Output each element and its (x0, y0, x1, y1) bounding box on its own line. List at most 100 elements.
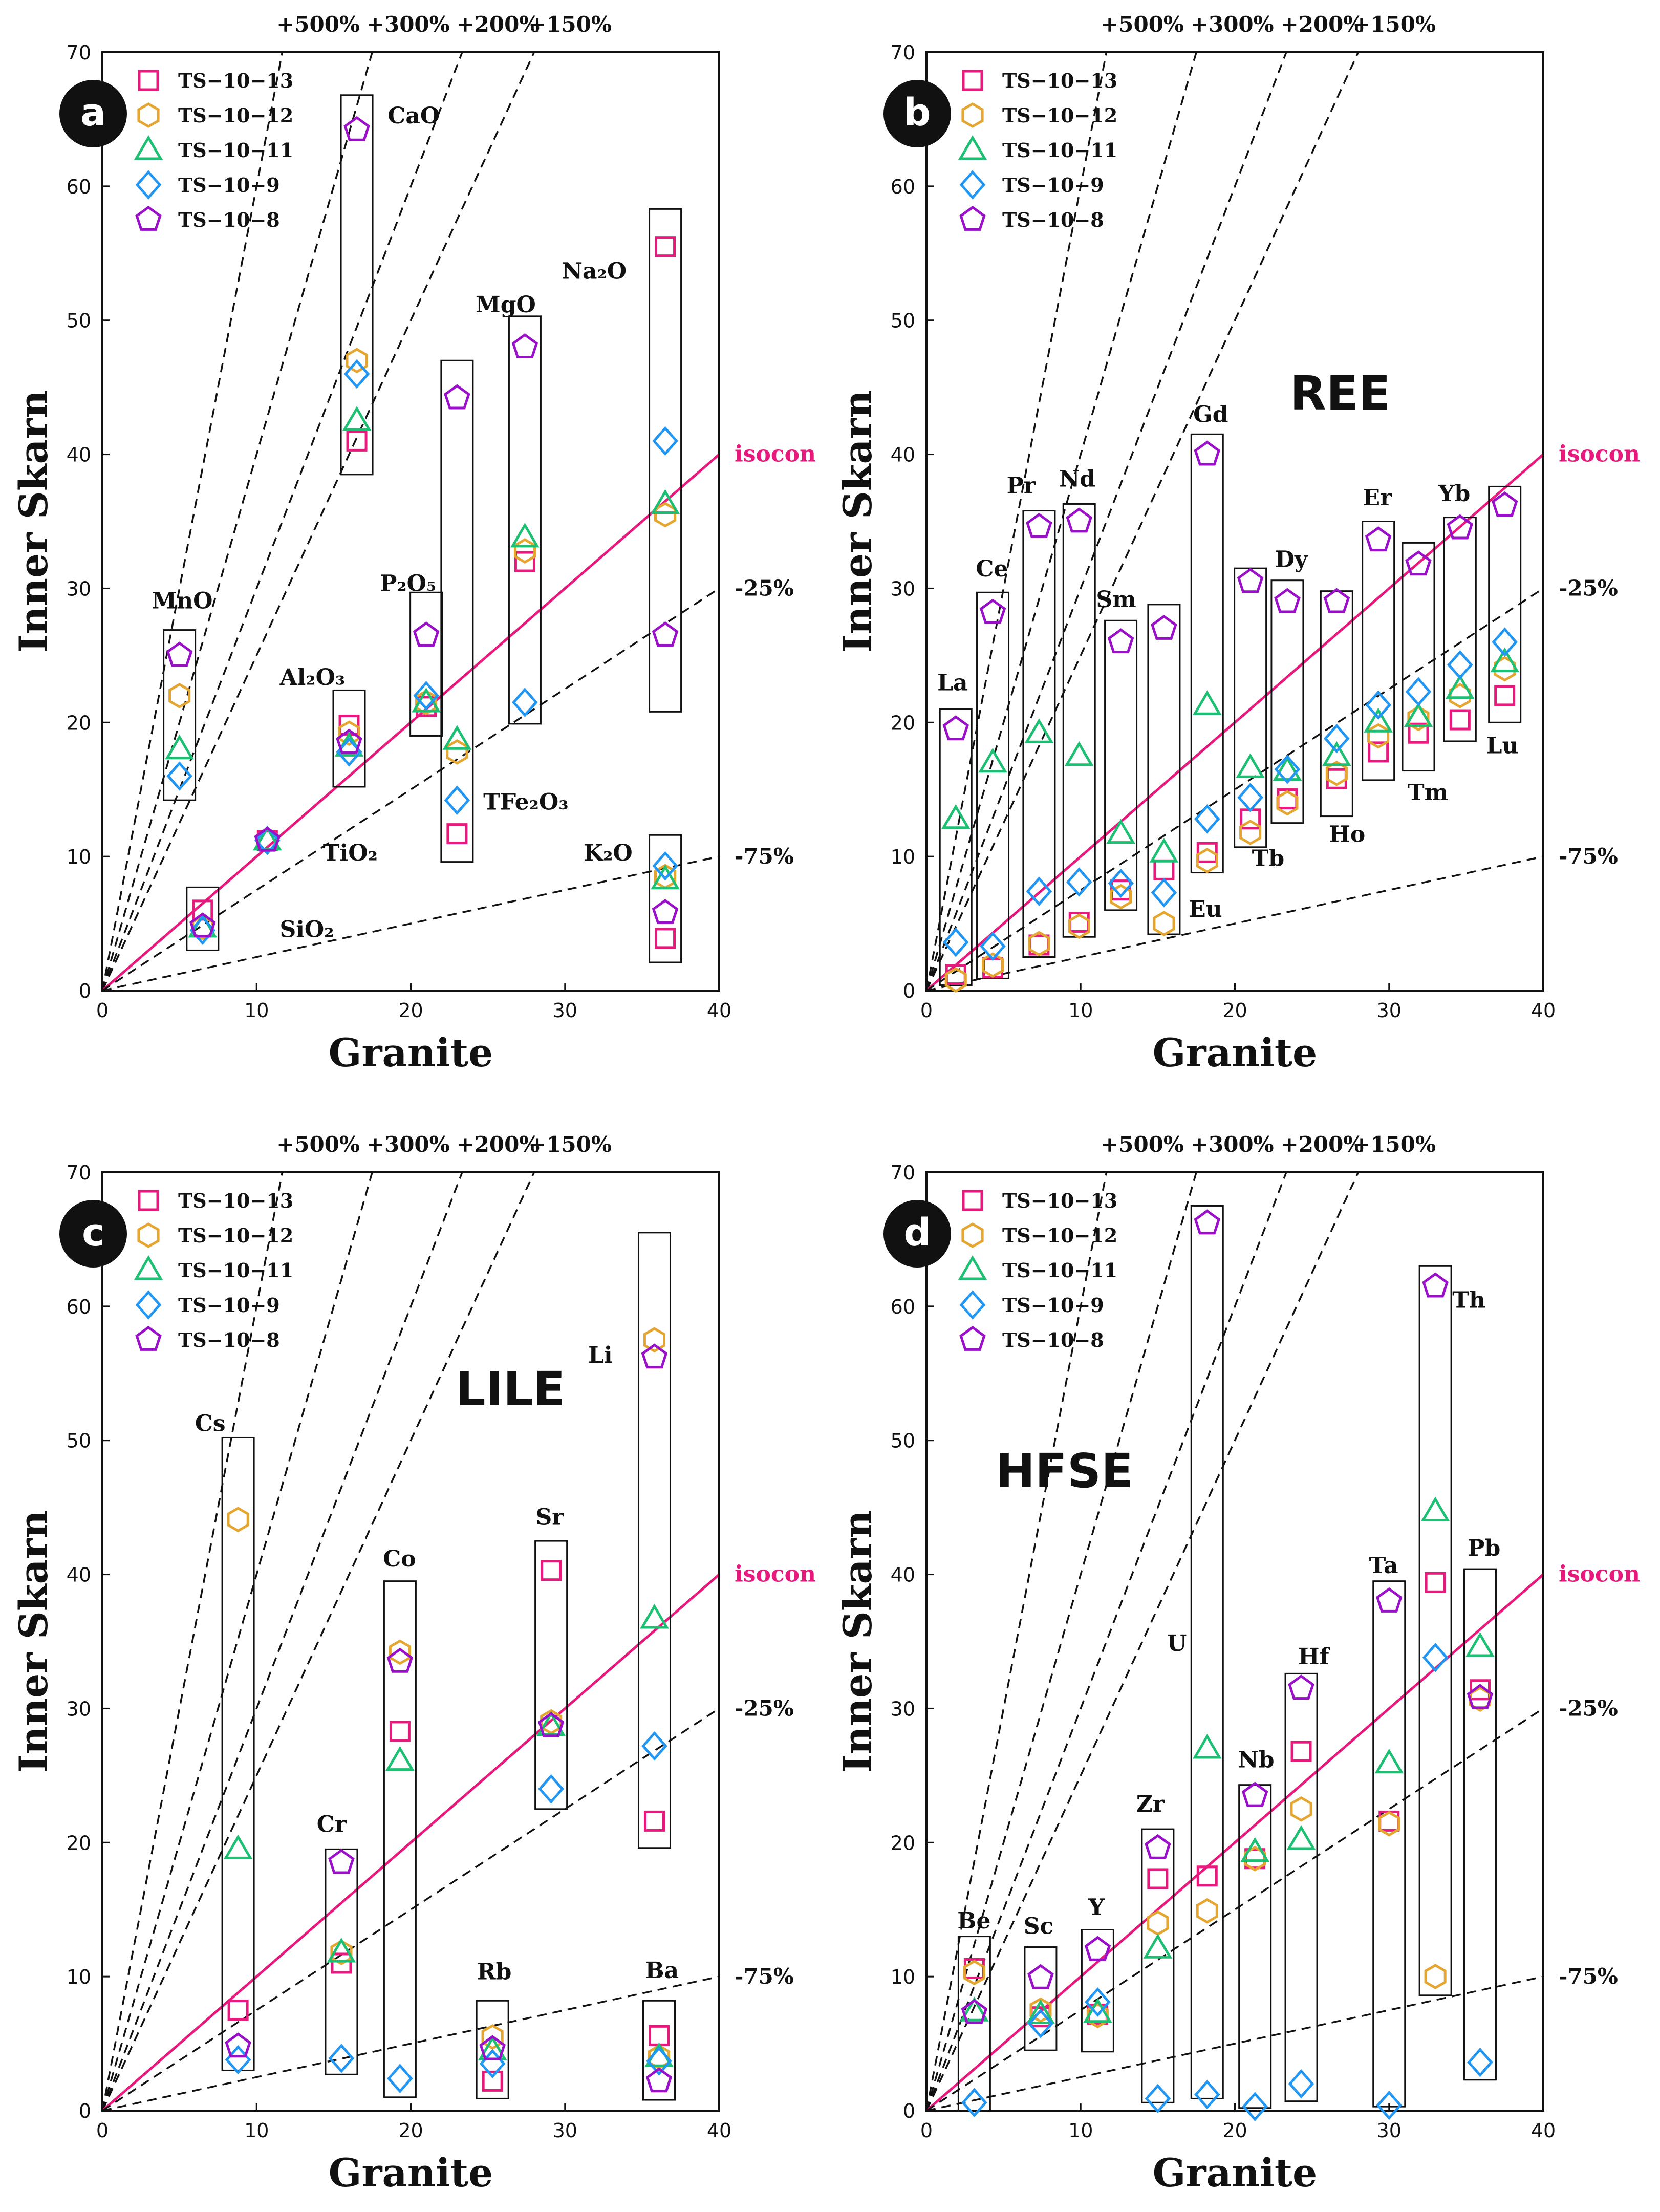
point-ts-10-12 (338, 720, 360, 746)
point-ts-10-8 (1422, 1272, 1449, 1298)
point-ts-10-12 (1239, 820, 1262, 845)
reference-label: -75% (735, 844, 794, 869)
x-tick-label: 10 (244, 2119, 269, 2142)
x-tick-label: 10 (1068, 999, 1093, 1022)
reference-line (926, 52, 1360, 991)
element-label: MgO (476, 292, 536, 318)
reference-line (102, 52, 373, 991)
x-tick-label: 40 (707, 2119, 731, 2142)
element-label: Sc (1024, 1913, 1054, 1939)
element-label: Pb (1468, 1535, 1500, 1561)
point-ts-10-12 (1407, 705, 1430, 732)
reference-label: +150% (528, 1132, 612, 1157)
element-sc: Sc (1024, 1913, 1058, 2051)
reference-line (102, 855, 719, 991)
y-axis-label: Inner Skarn (11, 1510, 56, 1773)
element-tfe2o3: TFe₂O₃ (440, 359, 569, 863)
legend-marker-ts-10-9 (959, 170, 986, 200)
point-ts-10-9 (328, 2044, 355, 2073)
element-sio2: SiO₂ (186, 886, 334, 951)
y-tick-label: 0 (903, 980, 915, 1002)
y-tick-label: 70 (67, 41, 91, 64)
point-ts-10-11 (342, 406, 372, 431)
reference-label: -75% (735, 1964, 794, 1989)
point-ts-10-8 (1274, 588, 1301, 613)
point-ts-10-9 (652, 426, 678, 456)
point-ts-10-11 (1364, 707, 1393, 733)
reference-label: -25% (1559, 1695, 1618, 1721)
element-label: P₂O₅ (380, 571, 436, 597)
point-ts-10-9 (444, 785, 470, 815)
point-ts-10-9 (1288, 2069, 1314, 2099)
element-y: Y (1081, 1895, 1114, 2053)
element-cao: CaO (340, 94, 440, 476)
point-ts-10-11 (1286, 1825, 1316, 1850)
point-ts-10-9 (641, 1731, 667, 1761)
point-ts-10-9 (646, 2046, 672, 2076)
x-tick-label: 0 (920, 999, 933, 1022)
y-tick-label: 60 (891, 1296, 915, 1318)
legend-label: TS−10−11 (178, 139, 293, 162)
x-tick-label: 20 (1222, 999, 1247, 1022)
group-title: REE (1290, 366, 1391, 421)
element-label: Li (588, 1342, 613, 1368)
reference-label: +150% (1352, 1132, 1436, 1157)
y-tick-label: 10 (67, 1966, 91, 1988)
reference-label: +200% (1281, 12, 1364, 37)
point-ts-10-11 (1026, 1999, 1055, 2024)
reference-label: -25% (735, 1695, 794, 1721)
reference-label: +200% (457, 1132, 540, 1157)
y-tick-label: 30 (891, 1698, 915, 1720)
point-ts-10-9 (1242, 2092, 1268, 2121)
element-box (332, 689, 366, 788)
element-na2o: Na₂O (562, 208, 682, 713)
point-ts-10-12 (944, 967, 967, 993)
element-label: Nd (1059, 466, 1095, 492)
y-tick-label: 50 (891, 310, 915, 332)
point-ts-10-13 (514, 551, 535, 572)
element-box (976, 591, 1010, 979)
reference-label: -75% (1559, 844, 1618, 869)
point-ts-10-9 (1194, 804, 1220, 834)
point-ts-10-12 (654, 502, 677, 528)
reference-line (926, 1172, 1108, 2111)
legend-label: TS−10−11 (1002, 139, 1117, 162)
point-ts-10-13 (655, 236, 676, 257)
point-ts-10-9 (1492, 627, 1518, 657)
reference-lines (102, 1172, 719, 2111)
point-ts-10-9 (1405, 677, 1432, 706)
point-ts-10-12 (1029, 1997, 1052, 2023)
point-ts-10-13 (482, 2070, 503, 2092)
element-co: Co (383, 1546, 417, 2098)
point-ts-10-8 (1194, 1209, 1221, 1235)
point-ts-10-12 (330, 1940, 353, 1965)
legend-marker-ts-10-12 (961, 102, 984, 128)
element-pr: Pr (1007, 473, 1056, 958)
y-axis-label: Inner Skarn (835, 1510, 880, 1773)
panel-badge-letter: d (904, 1211, 931, 1255)
legend-marker-ts-10-8 (959, 205, 986, 231)
point-ts-10-9 (1323, 723, 1350, 754)
element-box (1418, 1265, 1452, 1996)
point-ts-10-8 (1467, 1684, 1494, 1709)
point-ts-10-13 (331, 1952, 352, 1974)
y-tick-label: 40 (891, 1564, 915, 1586)
x-tick-label: 30 (553, 2119, 577, 2142)
point-ts-10-8 (511, 333, 538, 358)
point-ts-10-9 (387, 2064, 413, 2093)
point-ts-10-11 (1374, 1748, 1404, 1774)
legend-marker-ts-10-8 (135, 205, 162, 231)
point-ts-10-8 (961, 1999, 988, 2024)
reference-line (102, 1172, 284, 2111)
point-ts-10-12 (1325, 760, 1348, 786)
reference-line (926, 1975, 1543, 2111)
element-u: U (1167, 1205, 1224, 2110)
point-ts-10-12 (982, 952, 1004, 978)
element-mno: MnO (152, 588, 212, 801)
y-tick-label: 60 (67, 176, 91, 198)
isocon-label: isocon (735, 1561, 816, 1587)
legend-marker-ts-10-12 (137, 1222, 160, 1248)
reference-label: +300% (1191, 12, 1274, 37)
legend-label: TS−10−11 (1002, 1259, 1117, 1282)
